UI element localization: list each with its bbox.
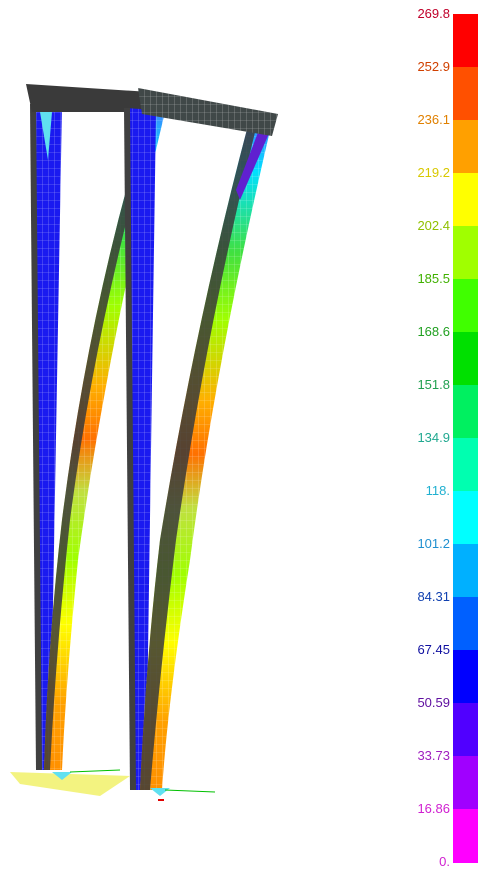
- legend-label: 50.59: [417, 696, 450, 710]
- ground-supports: [10, 770, 215, 800]
- legend-band: [453, 650, 478, 704]
- legend-label: 236.1: [417, 113, 450, 127]
- legend-colorbar: [453, 14, 478, 862]
- legend-label: 252.9: [417, 60, 450, 74]
- legend-band: [453, 809, 478, 863]
- legend-band: [453, 544, 478, 598]
- legend-label: 0.: [439, 855, 450, 869]
- legend-labels: 269.8 252.9 236.1 219.2 202.4 185.5 168.6 151.8…: [400, 0, 450, 876]
- legend-band: [453, 438, 478, 492]
- legend-band: [453, 703, 478, 757]
- legend-label: 269.8: [417, 7, 450, 21]
- legend-band: [453, 332, 478, 386]
- legend-band: [453, 14, 478, 68]
- legend-label: 168.6: [417, 325, 450, 339]
- legend-band: [453, 120, 478, 174]
- right-frame: [124, 88, 278, 790]
- legend-band: [453, 385, 478, 439]
- legend-label: 33.73: [417, 749, 450, 763]
- left-beam: [26, 84, 150, 112]
- legend-label: 67.45: [417, 643, 450, 657]
- legend-band: [453, 756, 478, 810]
- legend-label: 151.8: [417, 378, 450, 392]
- stress-contour-model: [0, 0, 400, 876]
- legend-band: [453, 226, 478, 280]
- legend-label: 84.31: [417, 590, 450, 604]
- legend-band: [453, 597, 478, 651]
- legend-band: [453, 173, 478, 227]
- legend-label: 101.2: [417, 537, 450, 551]
- legend-label: 134.9: [417, 431, 450, 445]
- legend-label: 219.2: [417, 166, 450, 180]
- legend-band: [453, 279, 478, 333]
- legend-label: 118.: [426, 484, 450, 498]
- legend-label: 185.5: [417, 272, 450, 286]
- legend-band: [453, 491, 478, 545]
- legend-label: 202.4: [417, 219, 450, 233]
- legend-band: [453, 67, 478, 121]
- legend-label: 16.86: [417, 802, 450, 816]
